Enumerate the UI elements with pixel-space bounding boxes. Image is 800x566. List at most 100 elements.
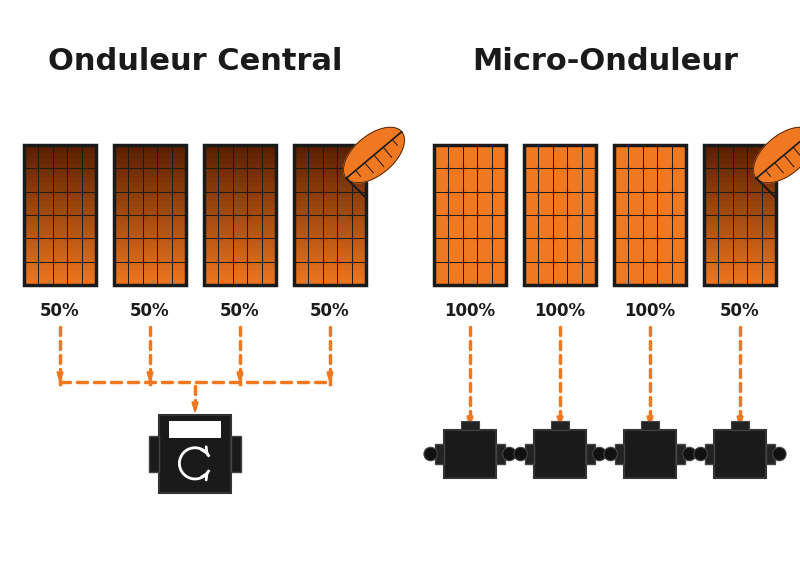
Bar [204,238,276,243]
Bar [204,257,276,262]
Bar [294,201,366,206]
Bar [114,145,186,150]
Bar [114,280,186,285]
FancyArrow shape [57,372,63,382]
Bar [228,441,236,447]
Bar [444,430,496,478]
Bar [114,168,186,174]
Bar [24,201,96,206]
Bar [204,173,276,178]
Bar [114,261,186,267]
Circle shape [424,447,438,461]
Bar [24,252,96,258]
Bar [704,267,776,272]
Bar [294,155,366,160]
Bar [24,261,96,267]
Text: 50%: 50% [220,302,260,320]
Bar [24,280,96,285]
Bar [114,252,186,258]
Bar [204,145,276,285]
Bar [24,243,96,248]
Bar [169,421,221,439]
Bar [149,436,159,471]
Bar [24,149,96,155]
Bar [524,145,596,285]
Bar [294,234,366,239]
Bar [294,178,366,183]
Bar [24,178,96,183]
Bar [114,238,186,243]
Bar [154,441,162,447]
Bar [204,243,276,248]
Bar [294,196,366,201]
Bar [294,187,366,192]
Text: Micro-Onduleur: Micro-Onduleur [472,48,738,76]
Bar [704,261,776,267]
Text: 50%: 50% [130,302,170,320]
Bar [294,229,366,234]
Bar [114,215,186,220]
Circle shape [502,447,516,461]
Bar [294,220,366,225]
Bar [624,430,676,478]
Bar [114,173,186,178]
Bar [24,229,96,234]
Circle shape [694,447,707,461]
Bar [24,248,96,253]
Bar [24,164,96,169]
Bar [204,271,276,276]
Bar [24,220,96,225]
Bar [704,257,776,262]
Bar [294,145,366,285]
Bar [114,243,186,248]
Bar [114,205,186,211]
Bar [294,149,366,155]
Bar [24,182,96,187]
Bar [704,211,776,216]
Bar [204,205,276,211]
Bar [294,271,366,276]
Bar [114,159,186,164]
Bar [731,421,749,430]
Bar [24,196,96,201]
FancyArrow shape [237,372,243,382]
Bar [294,205,366,211]
Bar [704,145,776,150]
Bar [704,276,776,281]
Polygon shape [343,127,405,183]
Bar [704,145,776,285]
Bar [461,421,479,430]
Bar [294,164,366,169]
Bar [24,276,96,281]
Bar [228,451,236,457]
Bar [705,444,714,464]
Bar [24,215,96,220]
Bar [114,145,186,285]
Circle shape [682,447,696,461]
Bar [114,192,186,197]
Bar [704,280,776,285]
Text: 100%: 100% [534,302,586,320]
Bar [294,168,366,174]
Bar [704,155,776,160]
Bar [704,182,776,187]
Bar [114,164,186,169]
Bar [294,182,366,187]
Bar [704,234,776,239]
Bar [114,178,186,183]
Bar [614,145,686,285]
Bar [294,224,366,229]
Bar [586,444,595,464]
Bar [714,430,766,478]
Bar [204,280,276,285]
Bar [24,267,96,272]
Bar [551,421,569,430]
Text: 100%: 100% [625,302,675,320]
Bar [154,461,162,467]
Bar [204,261,276,267]
Bar [496,444,506,464]
Bar [704,252,776,258]
Bar [704,224,776,229]
Bar [24,159,96,164]
FancyArrow shape [147,372,153,382]
